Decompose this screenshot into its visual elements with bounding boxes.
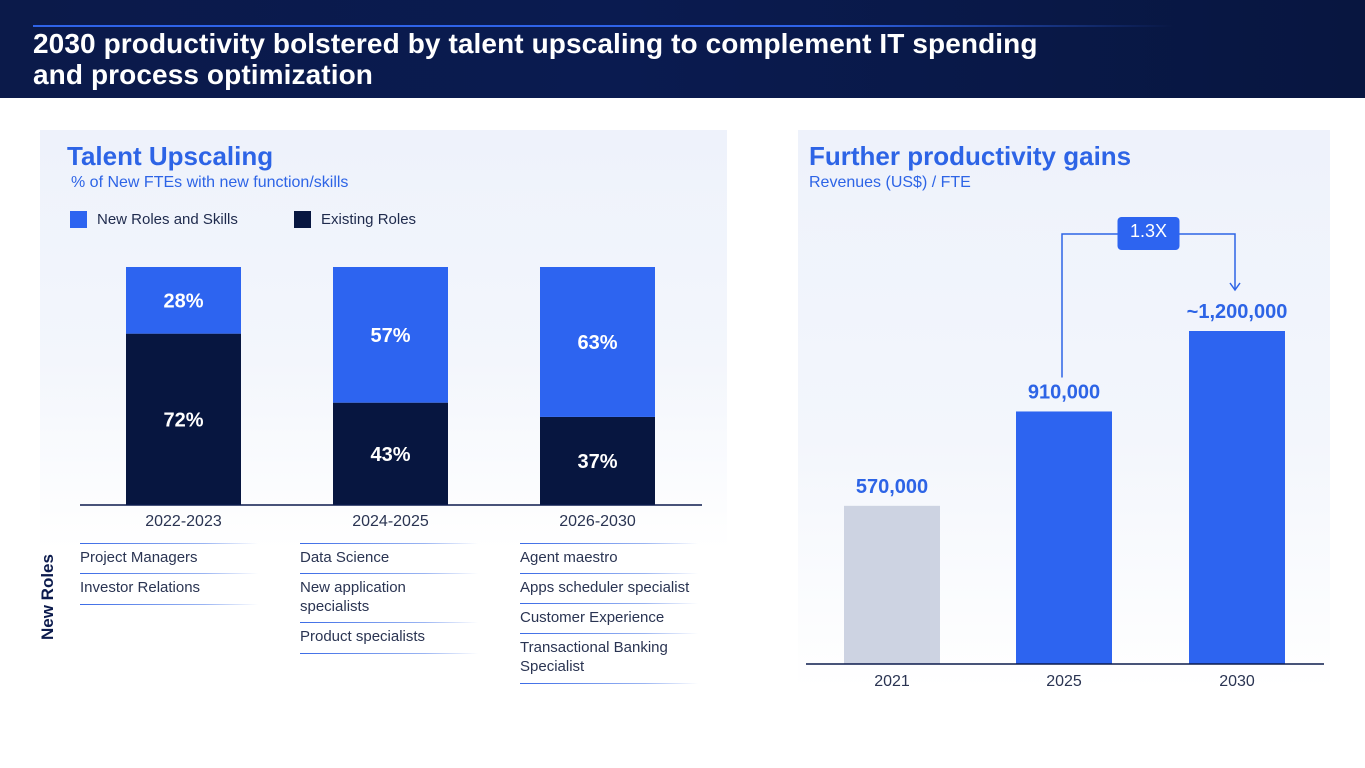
role-item: Transactional Banking Specialist [520, 633, 698, 682]
multiplier-badge [1117, 217, 1180, 250]
data-label-new-2026-2030: 63% [577, 332, 617, 354]
growth-arrow-head [1229, 282, 1241, 292]
roles-column-2026-2030: Agent maestro Apps scheduler specialist … [520, 543, 698, 684]
role-item: New application specialists [300, 573, 478, 622]
talent-upscaling-title: Talent Upscaling [67, 141, 274, 171]
bar-existing-roles-2026-2030 [540, 416, 655, 505]
productivity-title: Further productivity gains [809, 141, 1132, 171]
role-item: Investor Relations [80, 573, 258, 603]
data-label-2025: 910,000 [1028, 381, 1100, 403]
legend-existing-roles: Existing Roles [294, 211, 416, 228]
role-item: Project Managers [80, 543, 258, 573]
role-item: Apps scheduler specialist [520, 573, 698, 603]
bar-new-roles-2022-2023 [126, 267, 241, 334]
page-title: 2030 productivity bolstered by talent up… [33, 28, 1133, 90]
bar-2025 [1016, 411, 1112, 664]
header-accent-line [33, 25, 1173, 27]
header-banner: 2030 productivity bolstered by talent up… [0, 0, 1365, 98]
role-item: Customer Experience [520, 603, 698, 633]
legend-label-new-roles: New Roles and Skills [97, 211, 238, 228]
data-label-existing-2026-2030: 37% [577, 451, 617, 473]
legend-new-roles: New Roles and Skills [70, 211, 238, 228]
data-label-existing-2022-2023: 72% [163, 409, 203, 431]
data-label-existing-2024-2025: 43% [370, 444, 410, 466]
legend-swatch-existing-roles [294, 211, 311, 228]
bar-2030 [1189, 331, 1285, 664]
legend-swatch-new-roles [70, 211, 87, 228]
bar-new-roles-2026-2030 [540, 267, 655, 417]
productivity-subtitle: Revenues (US$) / FTE [809, 174, 971, 191]
new-roles-label: New Roles [38, 554, 57, 640]
role-item: Agent maestro [520, 543, 698, 573]
role-item: Product specialists [300, 622, 478, 652]
data-label-new-2024-2025: 57% [370, 325, 410, 347]
page-title-line-1: 2030 productivity bolstered by talent up… [33, 28, 1038, 59]
data-label-2030: ~1,200,000 [1187, 301, 1288, 323]
x-tick-label-2022-2023: 2022-2023 [145, 513, 222, 530]
x-tick-label-2030: 2030 [1219, 673, 1255, 690]
bar-existing-roles-2022-2023 [126, 333, 241, 505]
bar-2021 [844, 505, 940, 664]
page-title-line-2: and process optimization [33, 59, 373, 90]
roles-column-2024-2025: Data Science New application specialists… [300, 543, 478, 654]
bar-existing-roles-2024-2025 [333, 402, 448, 505]
x-tick-label-2026-2030: 2026-2030 [559, 513, 636, 530]
bar-new-roles-2024-2025 [333, 267, 448, 403]
data-label-new-2022-2023: 28% [163, 290, 203, 312]
multiplier-badge-label: 1.3X [1130, 221, 1167, 241]
legend-label-existing-roles: Existing Roles [321, 211, 417, 228]
x-tick-label-2025: 2025 [1046, 673, 1082, 690]
data-label-2021: 570,000 [856, 476, 928, 498]
x-tick-label-2021: 2021 [874, 673, 910, 690]
talent-upscaling-subtitle: % of New FTEs with new function/skills [71, 174, 349, 191]
x-tick-label-2024-2025: 2024-2025 [352, 513, 429, 530]
role-item: Data Science [300, 543, 478, 573]
roles-column-2022-2023: Project Managers Investor Relations [80, 543, 258, 605]
